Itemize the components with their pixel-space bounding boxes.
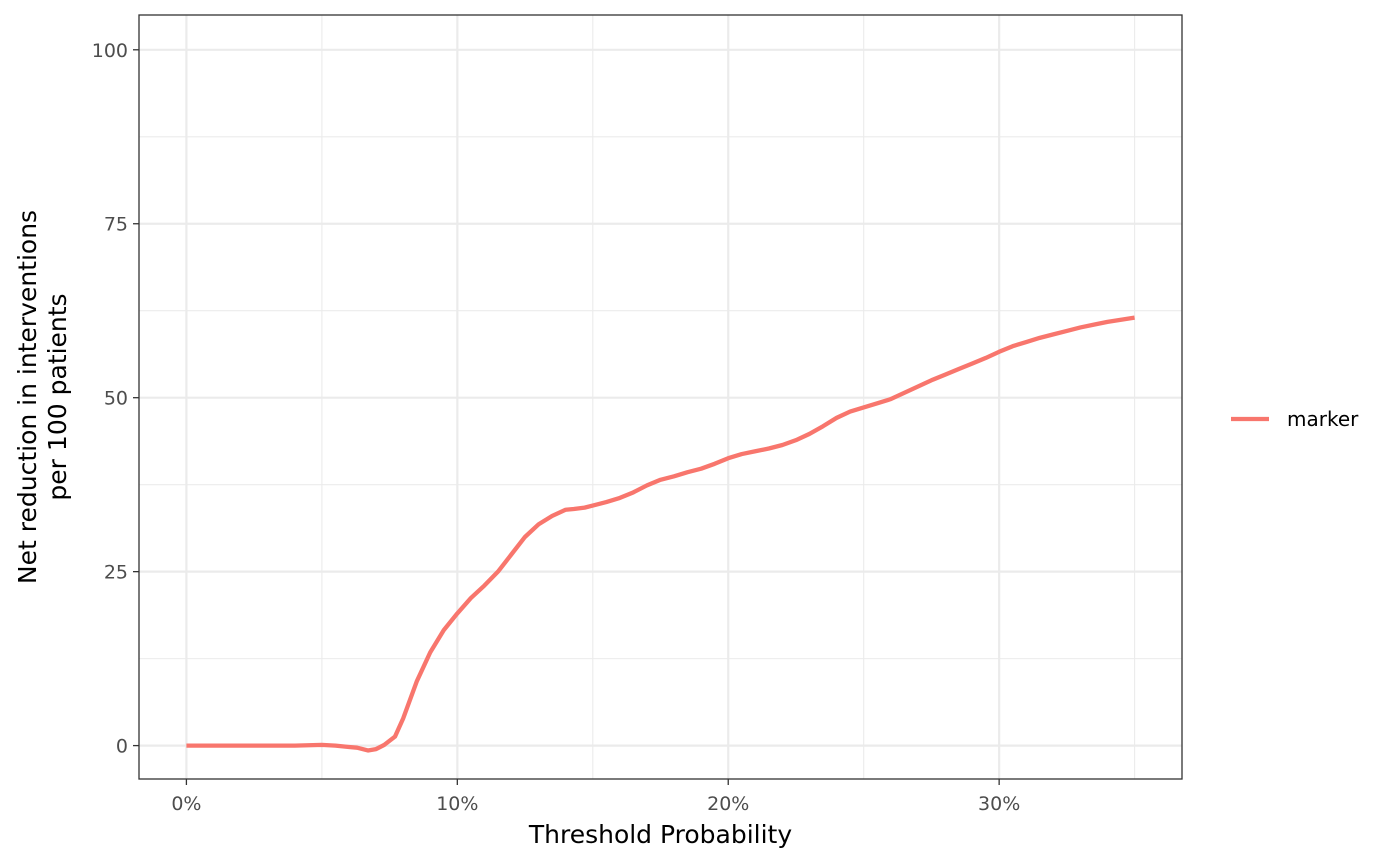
x-tick-label: 20% bbox=[707, 793, 749, 815]
y-tick-label: 75 bbox=[104, 214, 128, 236]
x-tick-label: 10% bbox=[436, 793, 478, 815]
x-axis-title: Threshold Probability bbox=[528, 820, 793, 849]
y-axis-title-line: per 100 patients bbox=[43, 293, 72, 500]
series-line-marker bbox=[186, 315, 1135, 753]
legend-label-marker: marker bbox=[1287, 407, 1359, 431]
y-axis-title-line: Net reduction in interventions bbox=[13, 210, 42, 584]
legend: marker bbox=[1231, 407, 1359, 431]
x-tick-label: 30% bbox=[978, 793, 1020, 815]
x-tick-label: 0% bbox=[171, 793, 201, 815]
y-axis: 0 25 50 75 100 bbox=[92, 40, 139, 758]
series-layer bbox=[186, 315, 1135, 753]
y-tick-label: 0 bbox=[116, 736, 128, 758]
y-tick-label: 100 bbox=[92, 40, 128, 62]
y-axis-title: Net reduction in interventionsper 100 pa… bbox=[13, 210, 72, 584]
y-tick-label: 25 bbox=[104, 562, 128, 584]
panel-border bbox=[138, 14, 1183, 780]
y-tick-label: 50 bbox=[104, 388, 128, 410]
x-axis: 0% 10% 20% 30% bbox=[171, 779, 1020, 815]
